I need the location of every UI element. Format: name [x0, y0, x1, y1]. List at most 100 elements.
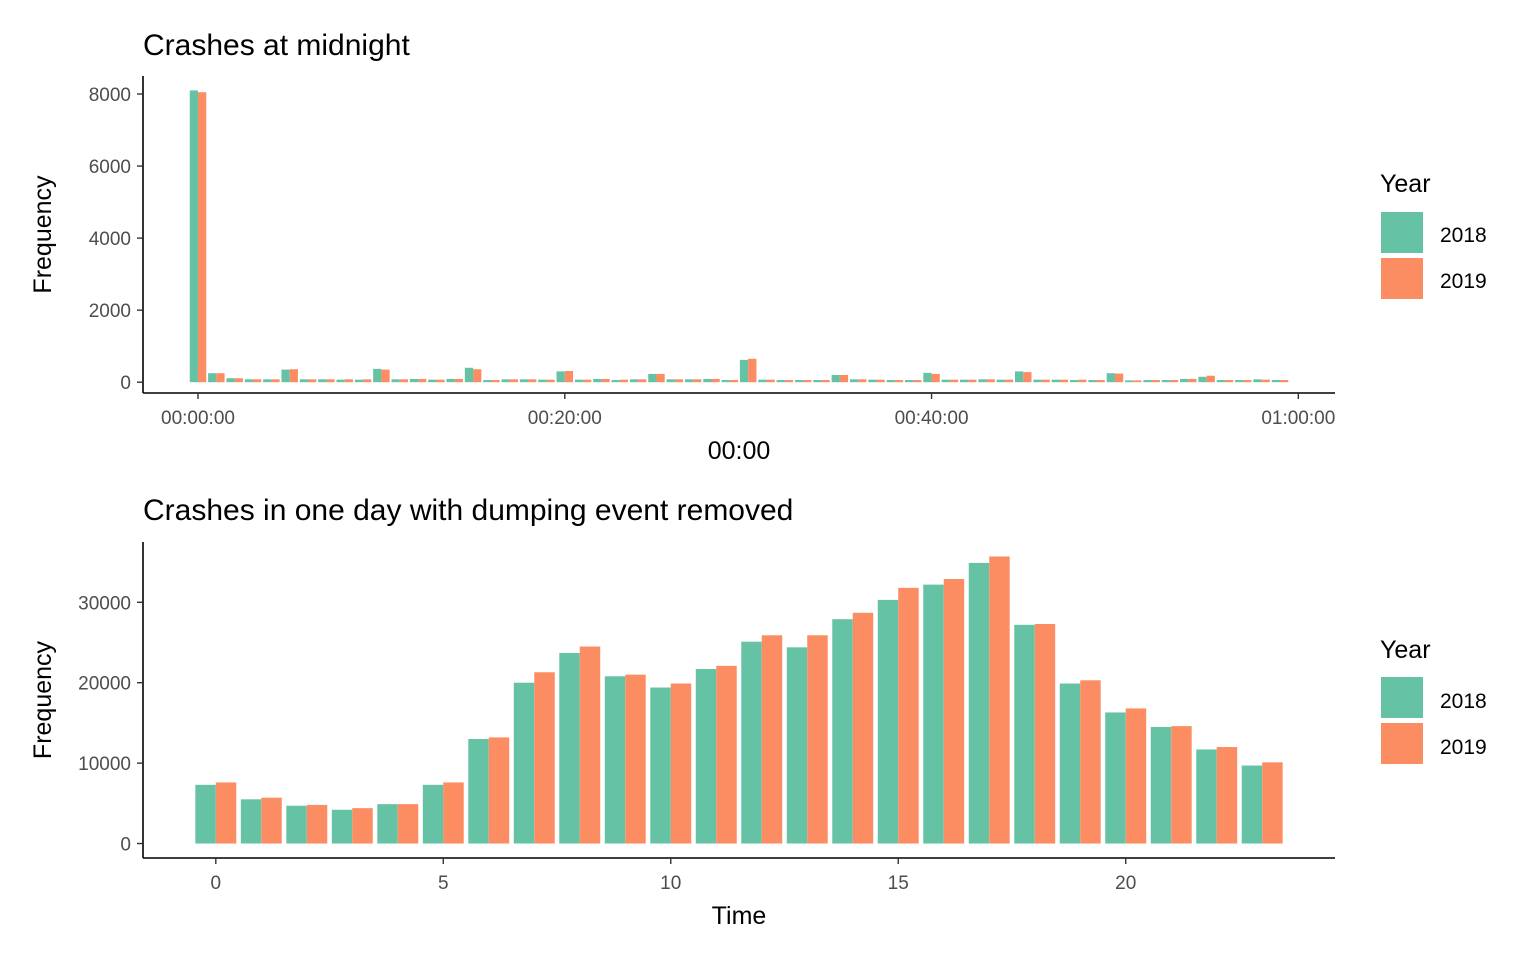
bar-2019-3	[253, 379, 262, 383]
bar-2019-40	[931, 373, 940, 383]
bar-2019-7	[326, 379, 335, 383]
bar-2018-28	[703, 378, 712, 383]
bar-2019-10	[381, 369, 390, 383]
bar-2018-23	[1241, 765, 1263, 844]
bar-2018-10	[373, 368, 382, 383]
bar-2018-27	[684, 379, 694, 383]
bar-2019-19	[1080, 680, 1101, 844]
chart-title: Crashes in one day with dumping event re…	[143, 494, 793, 527]
bar-2018-22	[593, 378, 602, 383]
y-axis-ticks: 0 10000 20000 30000	[78, 593, 143, 856]
bar-2019-11	[716, 665, 737, 844]
bar-2019-13	[807, 635, 828, 844]
bar-2019-23	[1262, 762, 1283, 844]
legend-swatch-2018	[1381, 677, 1423, 718]
bar-2018-7	[513, 682, 535, 844]
x-tick-label: 0	[211, 873, 222, 894]
bar-2018-23	[611, 380, 620, 383]
bar-2019-9	[625, 674, 646, 844]
bar-2019-59	[1279, 380, 1289, 383]
bar-2018-13	[428, 379, 437, 383]
bar-2019-8	[344, 379, 353, 383]
bar-2018-16	[483, 380, 492, 383]
y-axis-title: Frequency	[29, 640, 57, 759]
x-axis-ticks: 0 5 10 15 20	[211, 858, 1136, 894]
bar-2019-34	[821, 380, 830, 383]
x-tick-label: 00:40:00	[895, 408, 969, 429]
bar-2018-6	[468, 739, 489, 844]
y-tick-label: 10000	[78, 754, 131, 775]
bar-2018-22	[1196, 749, 1217, 844]
legend-label-2019: 2019	[1440, 270, 1487, 293]
bar-2019-9	[363, 379, 372, 383]
bar-2018-8	[559, 652, 580, 844]
bar-2018-54	[1180, 378, 1189, 383]
bar-2018-43	[978, 379, 987, 383]
bar-2019-10	[670, 683, 692, 844]
bar-2019-23	[619, 379, 629, 383]
legend-title: Year	[1380, 636, 1431, 664]
bar-2019-18	[528, 379, 537, 383]
bar-2018-20	[556, 371, 565, 383]
bar-2018-10	[650, 687, 671, 844]
bar-2019-14	[852, 612, 874, 844]
bar-2018-57	[1235, 380, 1244, 383]
bar-2019-20	[564, 371, 574, 383]
y-tick-label: 8000	[89, 85, 131, 106]
bar-2019-51	[1133, 380, 1142, 383]
bar-2019-4	[397, 804, 419, 844]
bar-2019-28	[711, 378, 720, 383]
bar-2019-30	[748, 358, 757, 383]
bar-2018-56	[1216, 380, 1225, 383]
bar-2018-25	[648, 373, 657, 383]
bar-2018-44	[996, 379, 1005, 383]
bar-2018-0	[189, 90, 199, 383]
x-tick-label: 15	[888, 873, 909, 894]
x-tick-label: 00:00:00	[161, 408, 235, 429]
bar-2018-5	[422, 784, 444, 844]
bar-2018-11	[391, 379, 400, 383]
bar-2018-2	[286, 805, 307, 844]
legend: Year 2018 2019	[1380, 170, 1487, 299]
y-tick-label: 0	[120, 835, 131, 856]
panel-crashes-in-one-day: Crashes in one day with dumping event re…	[29, 494, 1487, 930]
bar-2019-24	[638, 379, 647, 383]
bar-2018-59	[1271, 380, 1280, 383]
bar-2018-15	[464, 367, 474, 383]
bar-2018-7	[318, 379, 327, 383]
bar-2018-21	[1150, 726, 1172, 844]
x-axis-title: Time	[712, 902, 767, 930]
bar-2019-53	[1169, 380, 1179, 383]
y-axis-title: Frequency	[29, 175, 57, 294]
bar-2018-53	[1161, 380, 1170, 383]
bar-2019-6	[488, 737, 510, 844]
bar-2019-22	[601, 378, 610, 383]
bar-2018-16	[923, 584, 944, 844]
bar-2019-17	[989, 556, 1010, 844]
bar-2018-31	[758, 379, 767, 383]
bar-2018-52	[1143, 380, 1152, 383]
bar-2019-5	[289, 369, 298, 383]
bar-2019-6	[308, 379, 317, 383]
bar-2019-0	[215, 782, 237, 844]
bar-2019-57	[1243, 380, 1252, 383]
bar-2019-12	[761, 635, 783, 844]
bar-2018-17	[968, 562, 990, 844]
bar-2018-12	[741, 641, 762, 844]
bar-2018-35	[831, 374, 840, 383]
y-tick-label: 30000	[78, 593, 131, 614]
legend: Year 2018 2019	[1380, 636, 1487, 764]
bar-2018-26	[666, 379, 675, 383]
bar-2019-21	[583, 379, 592, 383]
bar-2018-3	[244, 379, 254, 383]
bar-2019-13	[436, 379, 445, 383]
bar-2019-44	[1004, 379, 1014, 383]
bar-2018-58	[1253, 379, 1262, 383]
panel-crashes-at-midnight: Crashes at midnight 00:00:00 00:20:00 00:4…	[29, 29, 1487, 465]
legend-swatch-2018	[1381, 212, 1423, 253]
bar-group	[195, 556, 1283, 844]
bar-2019-49	[1096, 380, 1105, 383]
bar-2018-3	[331, 809, 353, 844]
x-tick-label: 20	[1115, 873, 1136, 894]
